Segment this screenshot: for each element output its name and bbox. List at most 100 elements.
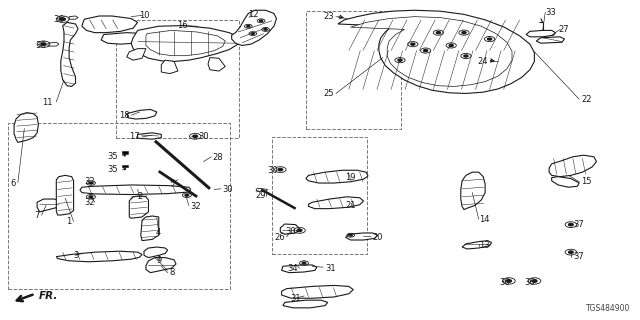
Circle shape: [449, 44, 453, 46]
Text: 3: 3: [73, 251, 78, 260]
Circle shape: [193, 135, 198, 138]
Text: 36: 36: [36, 41, 46, 50]
Polygon shape: [122, 165, 128, 167]
Text: 36: 36: [499, 278, 509, 287]
Text: 30: 30: [285, 227, 296, 236]
Circle shape: [462, 32, 466, 34]
Text: 1: 1: [67, 217, 72, 226]
Polygon shape: [351, 17, 512, 86]
Text: 35: 35: [108, 152, 118, 161]
Polygon shape: [549, 155, 596, 177]
Polygon shape: [138, 133, 161, 139]
Text: FR.: FR.: [38, 291, 58, 301]
Polygon shape: [82, 16, 138, 33]
Text: 30: 30: [223, 185, 234, 194]
Text: 15: 15: [581, 177, 591, 186]
Polygon shape: [122, 151, 128, 154]
Text: 31: 31: [291, 294, 301, 303]
Polygon shape: [552, 177, 579, 187]
Polygon shape: [283, 300, 328, 308]
Bar: [272, 137, 367, 254]
Circle shape: [60, 18, 65, 20]
Text: 24: 24: [477, 57, 488, 66]
Polygon shape: [280, 224, 300, 234]
Text: 36: 36: [525, 278, 535, 287]
Circle shape: [185, 194, 189, 196]
Text: 7: 7: [35, 211, 40, 220]
Text: 28: 28: [212, 153, 223, 162]
Circle shape: [278, 168, 283, 171]
Text: 37: 37: [573, 252, 584, 261]
Polygon shape: [144, 247, 168, 258]
Circle shape: [568, 223, 573, 226]
Bar: [306, 11, 401, 129]
Circle shape: [302, 262, 306, 264]
Text: 32: 32: [191, 202, 202, 211]
Circle shape: [488, 38, 492, 40]
Text: 29: 29: [255, 191, 266, 200]
Polygon shape: [127, 109, 157, 119]
Text: 25: 25: [324, 89, 334, 98]
Text: 6: 6: [11, 179, 16, 188]
Polygon shape: [61, 22, 78, 86]
Text: 26: 26: [274, 233, 285, 242]
Circle shape: [349, 235, 352, 236]
Text: 12: 12: [248, 10, 259, 19]
Text: 31: 31: [325, 264, 336, 273]
Text: 36: 36: [54, 15, 64, 24]
Polygon shape: [256, 188, 268, 192]
Polygon shape: [141, 216, 159, 241]
Circle shape: [89, 196, 93, 198]
Text: 14: 14: [479, 215, 489, 224]
Circle shape: [436, 32, 440, 34]
Text: 33: 33: [545, 8, 556, 17]
Text: 4: 4: [156, 228, 161, 237]
Polygon shape: [346, 233, 378, 240]
Polygon shape: [14, 113, 38, 142]
Polygon shape: [56, 251, 142, 262]
Text: 2: 2: [137, 192, 142, 201]
Text: 17: 17: [129, 132, 140, 141]
Polygon shape: [308, 197, 364, 209]
Text: 32: 32: [84, 177, 95, 186]
Polygon shape: [131, 26, 240, 61]
Text: 23: 23: [323, 12, 334, 21]
Polygon shape: [338, 10, 534, 93]
Circle shape: [464, 55, 468, 57]
Polygon shape: [80, 185, 191, 195]
Polygon shape: [536, 37, 564, 43]
Bar: [116, 20, 239, 138]
Text: 22: 22: [581, 95, 591, 104]
Polygon shape: [146, 258, 176, 273]
Text: 9: 9: [156, 256, 161, 265]
Polygon shape: [282, 285, 353, 298]
Polygon shape: [129, 196, 148, 218]
Polygon shape: [461, 172, 485, 210]
Circle shape: [506, 280, 511, 282]
Polygon shape: [526, 30, 556, 37]
Polygon shape: [56, 175, 74, 215]
Text: 35: 35: [108, 165, 118, 174]
Text: 20: 20: [372, 233, 383, 242]
Circle shape: [264, 29, 267, 30]
Circle shape: [89, 182, 93, 184]
Circle shape: [411, 43, 415, 45]
Polygon shape: [462, 241, 492, 249]
Polygon shape: [101, 33, 152, 44]
Polygon shape: [127, 49, 146, 60]
Polygon shape: [48, 42, 59, 46]
Text: 30: 30: [198, 132, 209, 141]
Polygon shape: [232, 10, 276, 45]
Circle shape: [41, 43, 46, 45]
Polygon shape: [146, 30, 225, 56]
Circle shape: [532, 280, 537, 282]
Circle shape: [424, 50, 428, 52]
Circle shape: [247, 26, 250, 27]
Circle shape: [260, 20, 262, 21]
Text: 30: 30: [268, 166, 278, 175]
Polygon shape: [282, 265, 317, 273]
Circle shape: [568, 251, 573, 253]
Circle shape: [252, 33, 254, 34]
Text: 8: 8: [170, 268, 175, 277]
Text: 19: 19: [346, 173, 356, 182]
